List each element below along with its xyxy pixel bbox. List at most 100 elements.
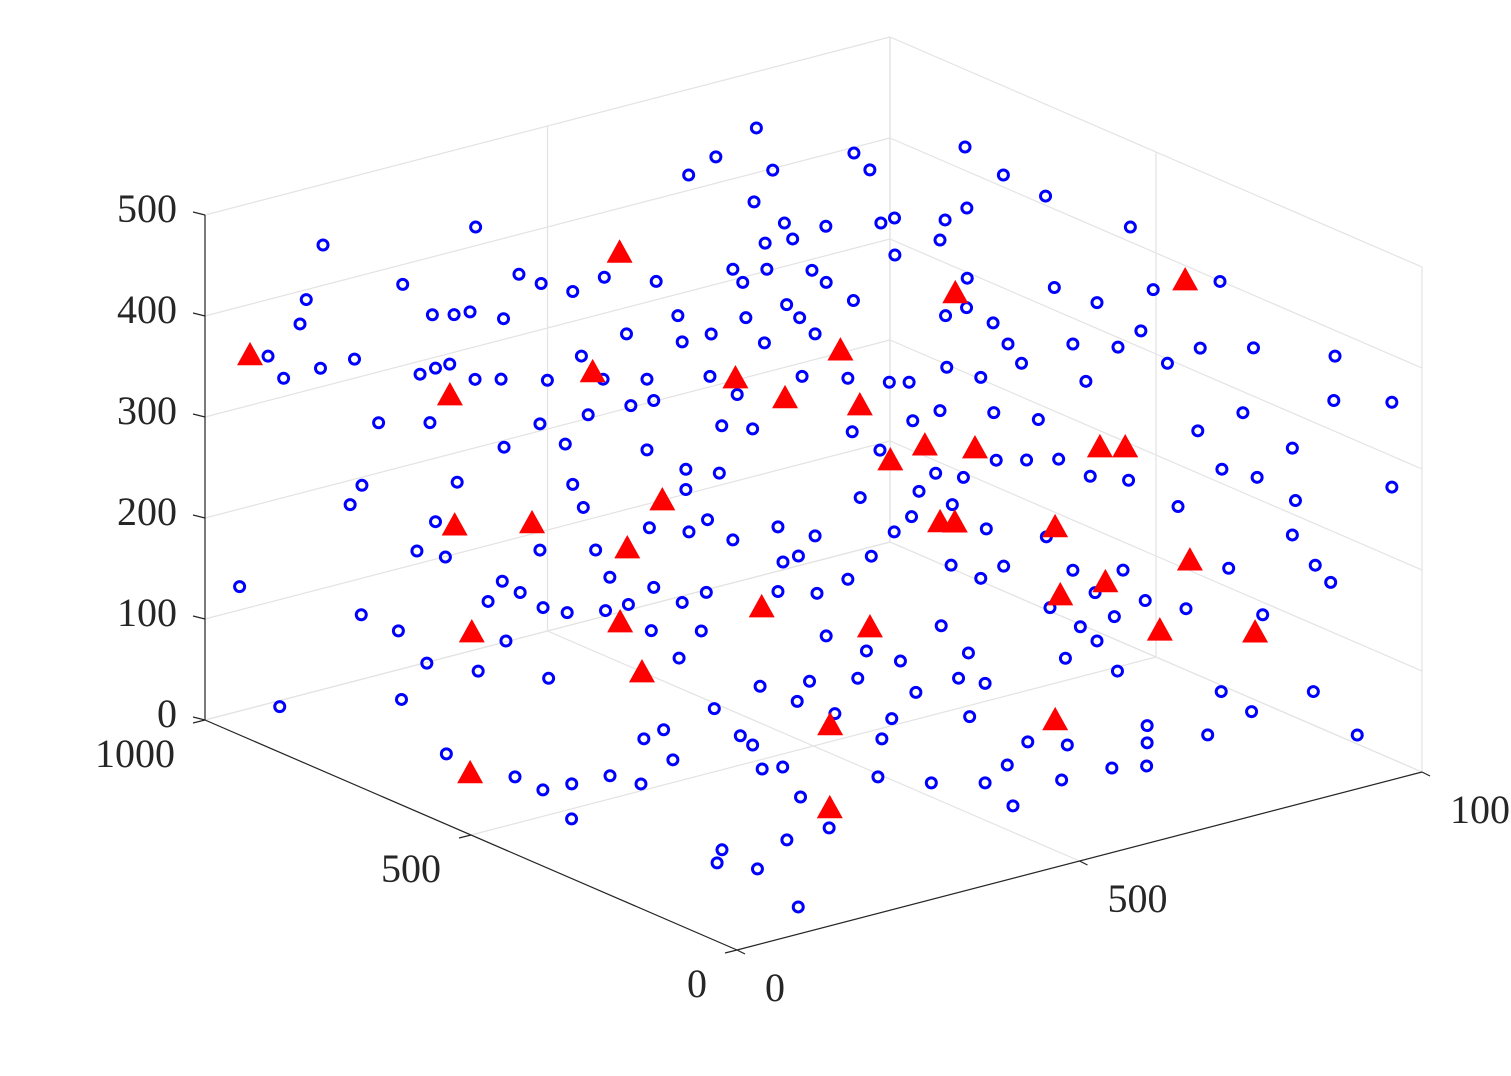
circle-marker xyxy=(960,201,974,215)
circle-marker xyxy=(1179,602,1193,616)
circle-marker xyxy=(808,327,822,341)
circle-marker xyxy=(313,361,327,375)
triangle-marker xyxy=(1242,619,1269,643)
circle-marker xyxy=(566,477,580,491)
circle-marker xyxy=(755,762,769,776)
circle-marker xyxy=(1039,189,1053,203)
grid-line xyxy=(204,440,891,620)
circle-marker xyxy=(888,248,902,262)
circle-marker xyxy=(603,769,617,783)
x-tick-label: 0 xyxy=(765,965,785,1010)
circle-marker xyxy=(909,685,923,699)
circle-marker xyxy=(682,525,696,539)
circle-marker xyxy=(715,419,729,433)
x-tick-label: 1000 xyxy=(1450,787,1511,832)
circle-marker xyxy=(542,671,556,685)
circle-marker xyxy=(1191,424,1205,438)
circle-marker xyxy=(1324,575,1338,589)
circle-marker xyxy=(1250,470,1264,484)
x-tick xyxy=(736,949,746,955)
triangle-marker xyxy=(628,659,655,683)
circle-marker xyxy=(750,862,764,876)
circle-marker xyxy=(1140,759,1154,773)
circle-marker xyxy=(873,443,887,457)
circle-marker xyxy=(508,770,522,784)
circle-marker xyxy=(682,168,696,182)
circle-marker xyxy=(758,236,772,250)
circle-marker xyxy=(620,327,634,341)
circle-marker xyxy=(481,594,495,608)
circle-marker xyxy=(1193,341,1207,355)
triangle-marker xyxy=(441,512,468,536)
circle-marker xyxy=(864,549,878,563)
circle-marker xyxy=(1001,337,1015,351)
circle-marker xyxy=(273,700,287,714)
circle-marker xyxy=(1160,356,1174,370)
circle-marker xyxy=(463,305,477,319)
x-tick xyxy=(1079,860,1088,866)
circle-marker xyxy=(576,500,590,514)
circle-marker xyxy=(753,679,767,693)
circle-marker xyxy=(354,608,368,622)
circle-marker xyxy=(603,570,617,584)
circle-marker xyxy=(675,595,689,609)
circle-marker xyxy=(790,694,804,708)
circle-marker xyxy=(1066,337,1080,351)
circle-marker xyxy=(1171,500,1185,514)
circle-marker xyxy=(938,213,952,227)
circle-marker xyxy=(871,770,885,784)
circle-marker xyxy=(534,276,548,290)
circle-marker xyxy=(760,262,774,276)
circle-marker xyxy=(1122,473,1136,487)
circle-marker xyxy=(846,294,860,308)
triangle-marker xyxy=(827,337,854,361)
circle-marker xyxy=(902,375,916,389)
z-tick-label: 100 xyxy=(117,590,177,635)
circle-marker xyxy=(565,812,579,826)
circle-marker xyxy=(939,309,953,323)
grid xyxy=(204,36,1423,951)
circle-marker xyxy=(730,387,744,401)
triangle-marker xyxy=(1176,547,1203,571)
triangle-marker xyxy=(237,341,264,366)
circle-marker xyxy=(1134,324,1148,338)
circle-marker xyxy=(647,580,661,594)
grid-line xyxy=(470,656,1157,836)
circle-marker xyxy=(640,372,654,386)
circle-marker xyxy=(819,219,833,233)
triangle-marker xyxy=(519,509,546,534)
circle-marker xyxy=(780,298,794,312)
circle-marker xyxy=(1288,494,1302,508)
y-tick-label: 1000 xyxy=(95,731,175,776)
triangle-marker xyxy=(579,358,606,383)
circle-marker xyxy=(372,416,386,430)
circle-marker xyxy=(956,470,970,484)
z-tick-label: 200 xyxy=(117,489,177,534)
z-tick xyxy=(192,615,206,620)
circle-marker xyxy=(679,462,693,476)
circle-marker xyxy=(933,404,947,418)
circle-marker xyxy=(391,624,405,638)
circle-marker xyxy=(1020,453,1034,467)
circle-marker xyxy=(447,308,461,322)
circle-marker xyxy=(1031,413,1045,427)
grid-line xyxy=(889,238,1423,470)
circle-marker xyxy=(701,513,715,527)
y-tick-label: 500 xyxy=(381,846,441,891)
y-tick-label: 0 xyxy=(687,961,707,1006)
circle-marker xyxy=(1327,394,1341,408)
triangle-marker xyxy=(941,509,968,533)
circle-marker xyxy=(423,416,437,430)
circle-marker xyxy=(997,559,1011,573)
circle-marker xyxy=(945,498,959,512)
circle-marker xyxy=(642,521,656,535)
circle-marker xyxy=(960,271,974,285)
circle-marker xyxy=(841,371,855,385)
circle-marker xyxy=(540,373,554,387)
grid-line xyxy=(204,541,891,721)
circle-marker xyxy=(791,549,805,563)
triangle-marker xyxy=(607,609,634,633)
circle-marker xyxy=(1214,685,1228,699)
circle-marker xyxy=(1047,280,1061,294)
circle-marker xyxy=(906,414,920,428)
